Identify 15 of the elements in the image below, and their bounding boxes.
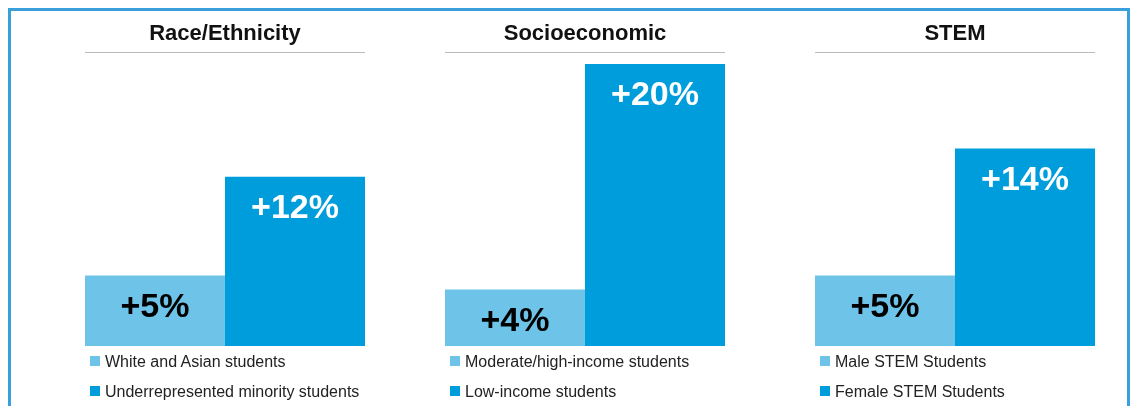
legend-label: Female STEM Students (835, 382, 1005, 400)
chart-title: Socioeconomic (445, 20, 725, 53)
legend-label: Low-income students (465, 382, 617, 400)
data-label: +5% (120, 285, 190, 324)
legend-label: Underrepresented minority students (105, 382, 360, 400)
chart-title: Race/Ethnicity (85, 20, 365, 53)
legend-label: White and Asian students (105, 352, 286, 370)
chart-title: STEM (815, 20, 1095, 53)
legend-label: Male STEM Students (835, 352, 987, 370)
data-label: +14% (981, 158, 1069, 197)
data-label: +12% (251, 186, 339, 225)
data-label: +5% (850, 285, 920, 324)
data-label: +4% (480, 299, 550, 338)
data-label: +20% (611, 74, 699, 112)
legend-label: Moderate/high-income students (465, 352, 690, 370)
